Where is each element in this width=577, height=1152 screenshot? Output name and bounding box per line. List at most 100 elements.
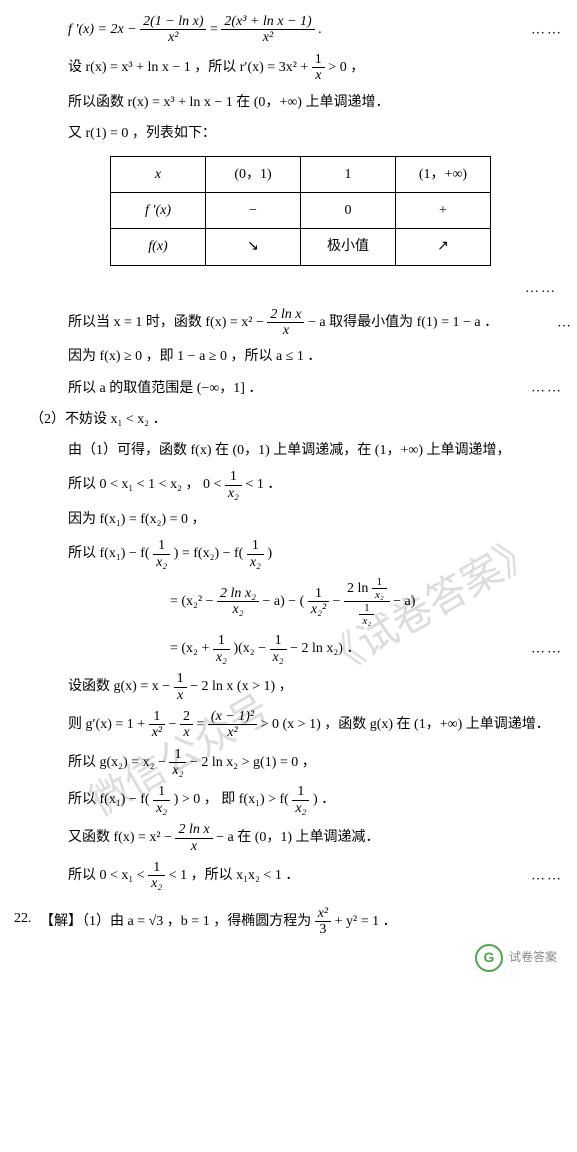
text-line: 设函数 g(x) = x − 1x − 2 ln x (x > 1) ， [10, 671, 567, 703]
text: < 1 ． [245, 477, 281, 492]
cell [396, 229, 491, 265]
fraction: 1x₂ [247, 538, 264, 570]
decrease-arrow [247, 239, 259, 254]
text: = [197, 717, 208, 732]
text-line: 所以 a 的取值范围是 (−∞，1] ． …… [10, 376, 567, 401]
cell [206, 229, 301, 265]
text: 所以 a 的取值范围是 (−∞，1] ． [68, 381, 262, 396]
question-number: 22. [14, 906, 32, 931]
cell: (0，1) [206, 156, 301, 192]
text: < 1 ，所以 x₁x₂ < 1 ． [169, 868, 300, 883]
text-line: 所以 0 < x₁ < 1 < x₂ ， 0 < 1x₂ < 1 ． [10, 469, 567, 501]
text: 所以 f(x₁) − f( [68, 793, 153, 808]
text: − a 取得最小值为 f(1) = 1 − a ． [308, 315, 498, 330]
text: − a 在 (0，1) 上单调递减． [216, 830, 379, 845]
fraction: 1x [174, 671, 187, 703]
score-dots: …… [531, 17, 563, 42]
text-line: 所以当 x = 1 时，函数 f(x) = x² − 2 ln xx − a 取… [10, 307, 567, 339]
text: − [169, 717, 180, 732]
text: ) = f(x₂) − f( [174, 546, 247, 561]
fraction: 1x [312, 52, 325, 84]
fraction: 2 ln 1x₂ 1x₂ [344, 576, 390, 627]
text-line: 所以 f(x₁) − f( 1x₂ ) = f(x₂) − f( 1x₂ ) [10, 538, 567, 570]
fraction: 2x [180, 709, 193, 741]
fraction: 1x₂ [292, 784, 309, 816]
text: 所以 g(x₂) = x₂ − [68, 755, 169, 770]
text: − [333, 594, 344, 609]
math: . [318, 22, 322, 37]
cell: + [396, 193, 491, 229]
text: = (x₂ + [170, 641, 213, 656]
cell: f(x) [111, 229, 206, 265]
footer-text: 试卷答案 [509, 947, 557, 969]
footer-watermark: G 试卷答案 [475, 944, 557, 972]
cell: 0 [301, 193, 396, 229]
text-line: 由（1）可得，函数 f(x) 在 (0，1) 上单调递减，在 (1，+∞) 上单… [10, 438, 567, 463]
text-line: 又函数 f(x) = x² − 2 ln xx − a 在 (0，1) 上单调递… [10, 822, 567, 854]
text: 又函数 f(x) = x² − [68, 830, 175, 845]
text: 所以 0 < x₁ < [68, 868, 148, 883]
math: f ′(x) = 2x − [68, 22, 140, 37]
cell: f ′(x) [111, 193, 206, 229]
eq-line: = (x₂² − 2 ln x₂x₂ − a) − ( 1x₂² − 2 ln … [10, 576, 567, 627]
cell: − [206, 193, 301, 229]
text-line: 设 r(x) = x³ + ln x − 1 ，所以 r′(x) = 3x² +… [10, 52, 567, 84]
text: ) ． [313, 793, 335, 808]
text: − a) − ( [263, 594, 308, 609]
cell: 1 [301, 156, 396, 192]
text: ) [267, 546, 272, 561]
text-line: 所以函数 r(x) = x³ + ln x − 1 在 (0，+∞) 上单调递增… [10, 90, 567, 115]
text-line: 所以 f(x₁) − f( 1x₂ ) > 0 ， 即 f(x₁) > f( 1… [10, 784, 567, 816]
logo-icon: G [475, 944, 503, 972]
text-line: 所以 g(x₂) = x₂ − 1x₂ − 2 ln x₂ > g(1) = 0… [10, 747, 567, 779]
fraction: x²3 [315, 906, 331, 938]
fraction: 2 ln xx [267, 307, 304, 339]
fraction: 1x₂ [153, 784, 170, 816]
cell: 极小值 [301, 229, 396, 265]
text-line: 所以 0 < x₁ < 1x₂ < 1 ，所以 x₁x₂ < 1 ． …… [10, 860, 567, 892]
score-dots: … [557, 310, 573, 335]
text-line: f ′(x) = 2x − 2(1 − ln x)x² = 2(x³ + ln … [10, 14, 567, 46]
fraction: 1x₂ [148, 860, 165, 892]
text: ) > 0 ， 即 f(x₁) > f( [174, 793, 293, 808]
text: )(x₂ − [233, 641, 269, 656]
fraction: 1x₂² [308, 586, 329, 618]
text: = (x₂² − [170, 594, 217, 609]
cell: x [111, 156, 206, 192]
text: > 0 ， [328, 60, 364, 75]
score-dots: …… [531, 376, 563, 401]
text: − 2 ln x (x > 1) ， [190, 679, 293, 694]
text-line: 则 g′(x) = 1 + 1x² − 2x = (x − 1)²x² > 0 … [10, 709, 567, 741]
text-line: 因为 f(x₁) = f(x₂) = 0 ， [10, 507, 567, 532]
fraction: 1x₂ [153, 538, 170, 570]
text-line: 因为 f(x) ≥ 0 ，即 1 − a ≥ 0 ，所以 a ≤ 1 ． [10, 344, 567, 369]
increase-arrow [437, 239, 449, 254]
eq-line: = (x₂ + 1x₂ )(x₂ − 1x₂ − 2 ln x₂) ． …… [10, 633, 567, 665]
text: − 2 ln x₂) ． [290, 641, 360, 656]
fraction: 1x² [149, 709, 165, 741]
text: > 0 (x > 1) ，函数 g(x) 在 (1，+∞) 上单调递增． [261, 717, 550, 732]
text: 所以 f(x₁) − f( [68, 546, 153, 561]
sign-table: x (0，1) 1 (1，+∞) f ′(x) − 0 + f(x) 极小值 [110, 156, 491, 266]
text: 【解】（1）由 a = √3 ，b = 1 ，得椭圆方程为 [40, 914, 315, 929]
fraction: 2(1 − ln x)x² [140, 14, 206, 46]
score-dots: …… [531, 863, 563, 888]
text: 所以当 x = 1 时，函数 f(x) = x² − [68, 315, 267, 330]
fraction: 1x₂ [213, 633, 230, 665]
score-dots: …… [10, 276, 567, 301]
text: − a) [393, 594, 415, 609]
fraction: 2 ln xx [175, 822, 212, 854]
text: 则 g′(x) = 1 + [68, 717, 149, 732]
text: − 2 ln x₂ > g(1) = 0 ， [190, 755, 316, 770]
fraction: 2(x³ + ln x − 1)x² [221, 14, 314, 46]
text: 设 r(x) = x³ + ln x − 1 ，所以 r′(x) = 3x² + [68, 60, 312, 75]
text-line: 又 r(1) = 0 ，列表如下： [10, 121, 567, 146]
text: 设函数 g(x) = x − [68, 679, 174, 694]
text: + y² = 1 ． [335, 914, 397, 929]
q22-line: 22. 【解】（1）由 a = √3 ，b = 1 ，得椭圆方程为 x²3 + … [10, 906, 567, 938]
score-dots: …… [531, 637, 563, 662]
fraction: 1x₂ [225, 469, 242, 501]
fraction: 2 ln x₂x₂ [217, 586, 259, 618]
part-2-heading: （2）不妨设 x₁ < x₂ ． [10, 407, 567, 432]
text: 所以 0 < x₁ < 1 < x₂ ， 0 < [68, 477, 225, 492]
